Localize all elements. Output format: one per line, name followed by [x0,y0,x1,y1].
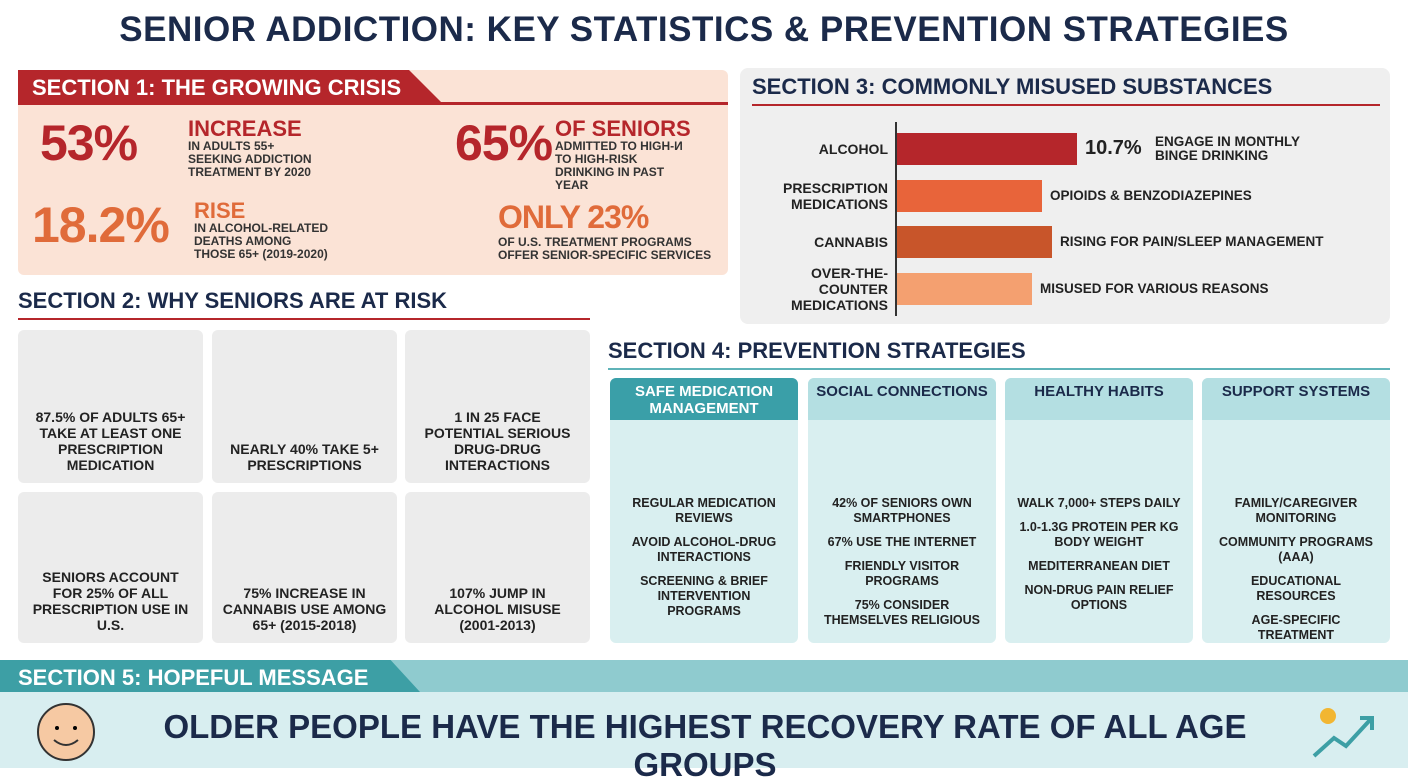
stat-text: ADMITTED TO HIGH-И TO HIGH-RISK DRINKING… [555,139,683,192]
axis-line [895,122,897,316]
strategy-title: SOCIAL CONNECTIONS [808,378,996,420]
strategy-item: WALK 7,000+ STEPS DAILY [1017,496,1181,510]
stat-text: IN ADULTS 55+ SEEKING ADDICTION TREATMEN… [188,139,312,179]
section5-panel [0,692,1408,768]
section1-heading: SECTION 1: THE GROWING CRISIS [18,70,443,104]
strategy-title: SUPPORT SYSTEMS [1202,378,1390,420]
strategy-column: SUPPORT SYSTEMS FAMILY/CAREGIVER MONITORI… [1202,378,1390,643]
stat-number: 65% [455,115,553,171]
strategy-title: SAFE MEDICATION MANAGEMENT [610,378,798,420]
section4-heading: SECTION 4: PREVENTION STRATEGIES [608,338,1026,363]
senior-face-icon [37,703,95,761]
risk-card: 107% JUMP IN ALCOHOL MISUSE (2001-2013) [405,492,590,643]
substance-bar [897,226,1052,258]
substance-bar [897,272,1032,305]
stat-number: 18.2% [32,197,170,253]
strategy-column: SOCIAL CONNECTIONS 42% OF SENIORS OWN SMA… [808,378,996,643]
growth-icon [1312,708,1374,758]
stat-text: OF U.S. TREATMENT PROGRAMS OFFER SENIOR-… [498,235,712,262]
section2-heading: SECTION 2: WHY SENIORS ARE AT RISK [18,288,448,313]
strategy-item: EDUCATIONAL RESOURCES [1250,574,1342,603]
strategy-item: 42% OF SENIORS OWN SMARTPHONES [832,496,972,525]
substance-note: OPIOIDS & BENZODIAZEPINES [1050,187,1252,203]
page: SENIOR ADDICTION: KEY STATISTICS & PREVE… [0,10,1408,783]
strategy-item: 75% CONSIDER THEMSELVES RELIGIOUS [823,598,981,627]
strategy-item: 67% USE THE INTERNET [827,535,977,549]
risk-card: 87.5% OF ADULTS 65+ TAKE AT LEAST ONE PR… [18,330,203,483]
section2-rule [18,318,590,320]
section5-heading: SECTION 5: HOPEFUL MESSAGE [0,660,420,692]
strategy-column: HEALTHY HABITS WALK 7,000+ STEPS DAILY 1.0… [1005,378,1193,643]
strategy-item: MEDITERRANEAN DIET [1028,559,1170,573]
substance-label: OVER-THE-COUNTER MEDICATIONS [791,264,888,313]
strategy-item: NON-DRUG PAIN RELIEF OPTIONS [1024,583,1174,612]
stat-text: IN ALCOHOL-RELATED DEATHS AMONG THOSE 65… [194,221,328,261]
strategy-item: 1.0-1.3G PROTEIN PER KG BODY WEIGHT [1019,520,1179,549]
page-title: SENIOR ADDICTION: KEY STATISTICS & PREVE… [119,10,1289,49]
stat-label: RISE [194,198,246,223]
strategy-items: FAMILY/CAREGIVER MONITORING COMMUNITY PRO… [1202,496,1390,652]
stat-number: 53% [40,115,138,171]
risk-card: 75% INCREASE IN CANNABIS USE AMONG 65+ (… [212,492,397,643]
strategy-item: AVOID ALCOHOL-DRUG INTERACTIONS [631,535,777,564]
substance-bar [897,179,1042,212]
hopeful-message: OLDER PEOPLE HAVE THE HIGHEST RECOVERY R… [163,708,1247,783]
substance-note: ENGAGE IN MONTHLY BINGE DRINKING [1155,134,1300,163]
risk-card: 1 IN 25 FACE POTENTIAL SERIOUS DRUG-DRUG… [405,330,590,483]
section3-panel [740,68,1390,324]
substance-label: PRESCRIPTION MEDICATIONS [782,179,888,212]
strategy-item: FRIENDLY VISITOR PROGRAMS [844,559,960,588]
risk-card: NEARLY 40% TAKE 5+ PRESCRIPTIONS [212,330,397,483]
strategy-item: SCREENING & BRIEF INTERVENTION PROGRAMS [640,574,768,618]
substance-label: ALCOHOL [818,141,888,157]
section3-heading: SECTION 3: COMMONLY MISUSED SUBSTANCES [752,74,1273,99]
substance-note: RISING FOR PAIN/SLEEP MANAGEMENT [1060,234,1324,249]
strategy-items: REGULAR MEDICATION REVIEWS AVOID ALCOHOL-… [610,496,798,628]
substance-note: MISUSED FOR VARIOUS REASONS [1040,280,1269,296]
substance-bar [897,133,1077,165]
stat-label: INCREASE [188,116,302,141]
stat-number: ONLY 23% [498,199,649,235]
section4-rule [608,368,1390,370]
stat-label: OF SENIORS [555,116,691,141]
strategy-title: HEALTHY HABITS [1005,378,1193,420]
strategy-column: SAFE MEDICATION MANAGEMENT REGULAR MEDICA… [610,378,798,643]
substance-value: 10.7% [1085,137,1142,159]
section3-rule [752,104,1380,106]
strategy-items: WALK 7,000+ STEPS DAILY 1.0-1.3G PROTEIN … [1005,496,1193,622]
strategy-item: FAMILY/CAREGIVER MONITORING [1234,496,1358,525]
strategy-item: COMMUNITY PROGRAMS (AAA) [1219,535,1373,564]
strategy-item: AGE-SPECIFIC TREATMENT [1251,613,1341,642]
risk-card: SENIORS ACCOUNT FOR 25% OF ALL PRESCRIPT… [18,492,203,643]
substance-label: CANNABIS [814,234,888,250]
strategy-item: REGULAR MEDICATION REVIEWS [632,496,776,525]
strategy-items: 42% OF SENIORS OWN SMARTPHONES 67% USE TH… [808,496,996,637]
